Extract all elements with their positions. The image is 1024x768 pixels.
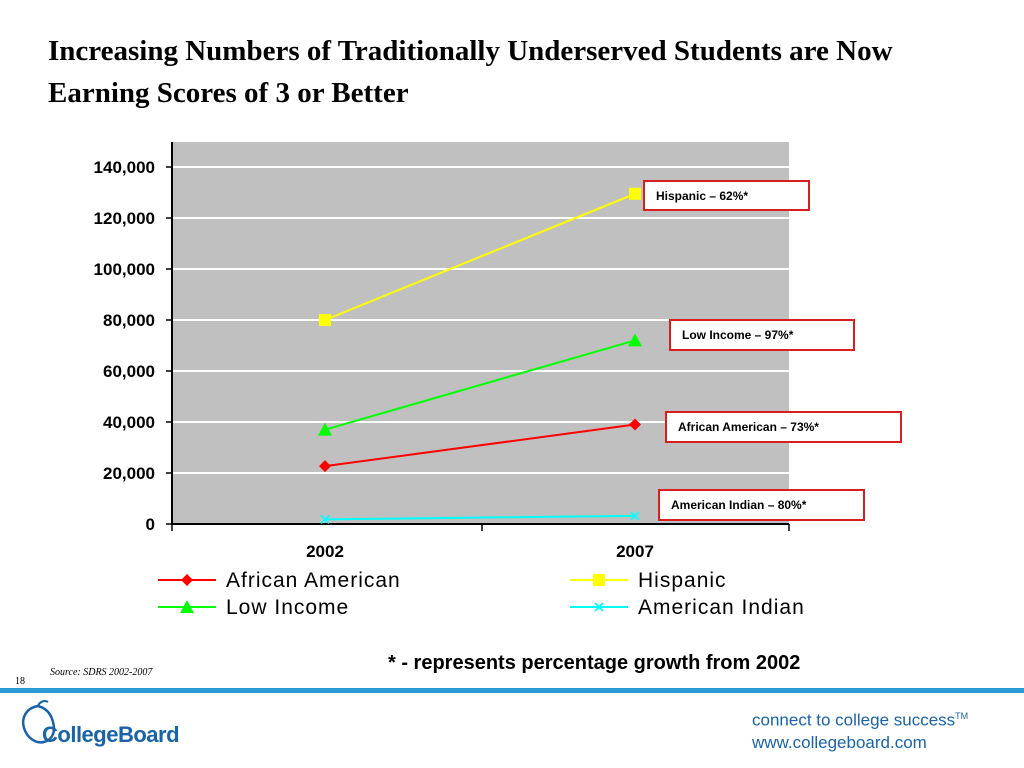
website-url[interactable]: www.collegeboard.com	[752, 732, 927, 752]
footer-rule	[0, 688, 1024, 693]
data-point-square	[319, 314, 331, 326]
data-point-x	[594, 602, 604, 612]
callouts: Hispanic – 62%* Low Income – 97%* African …	[643, 180, 902, 521]
callout-label: American Indian – 80%*	[671, 498, 807, 512]
x-axis-ticks: 2002 2007	[171, 524, 790, 561]
series-lines	[324, 192, 636, 521]
logo-text: CollegeBoard	[42, 722, 180, 747]
trademark-mark: TM	[955, 711, 969, 721]
page-number: 18	[15, 676, 25, 687]
y-tick-label: 20,000	[103, 464, 155, 483]
tagline-text: connect to college success	[752, 710, 956, 730]
acorn-logo-icon	[21, 700, 56, 744]
callout-box: Low Income – 97%*	[669, 319, 855, 351]
series-markers	[318, 187, 642, 525]
callout-box: African American – 73%*	[665, 411, 902, 443]
callout-label: Hispanic – 62%*	[656, 189, 748, 203]
legend-label: African American	[226, 569, 401, 592]
data-point-x	[320, 514, 330, 525]
series-line	[324, 423, 636, 468]
footnote: * - represents percentage growth from 20…	[388, 652, 801, 674]
y-tick-label: 120,000	[94, 209, 155, 228]
callout-label: Low Income – 97%*	[682, 328, 794, 342]
legend-item: American Indian	[570, 596, 805, 619]
legend-label: Low Income	[226, 596, 349, 619]
data-point-diamond	[629, 418, 641, 431]
legend-item: Hispanic	[570, 569, 727, 592]
data-point-x	[630, 511, 640, 521]
data-point-triangle	[180, 600, 194, 613]
axes	[171, 142, 789, 525]
callout-label: African American – 73%*	[678, 420, 819, 434]
series-line	[324, 192, 636, 321]
legend-item: African American	[158, 569, 401, 592]
y-tick-label: 100,000	[94, 260, 155, 279]
legend-item: Low Income	[158, 596, 349, 619]
legend: African American Hispanic Low Income Americ…	[158, 569, 805, 619]
series-line	[324, 514, 636, 521]
data-point-triangle	[628, 333, 642, 347]
y-tick-label: 80,000	[103, 311, 155, 330]
data-point-diamond	[181, 574, 193, 586]
legend-label: Hispanic	[638, 569, 727, 592]
series-line	[324, 339, 636, 431]
tagline: connect to college successTM www.college…	[752, 705, 968, 754]
y-tick-label: 0	[146, 515, 155, 534]
y-tick-label: 60,000	[103, 362, 155, 381]
x-tick-label: 2002	[306, 542, 344, 561]
data-point-square	[629, 187, 641, 200]
data-point-triangle	[318, 422, 332, 436]
slide-title: Increasing Numbers of Traditionally Unde…	[48, 35, 893, 109]
line-chart: 0 20,000 40,000 60,000 80,000 100,000 120,000 1…	[94, 142, 902, 619]
legend-label: American Indian	[638, 596, 805, 619]
callout-box: American Indian – 80%*	[658, 489, 865, 521]
callout-box: Hispanic – 62%*	[643, 180, 810, 211]
x-tick-label: 2007	[616, 542, 654, 561]
y-tick-label: 140,000	[94, 158, 155, 177]
data-point-square	[593, 574, 605, 586]
data-point-diamond	[319, 460, 331, 473]
y-tick-label: 40,000	[103, 413, 155, 432]
y-axis-ticks: 0 20,000 40,000 60,000 80,000 100,000 120,000 1…	[94, 158, 172, 534]
source-note: Source: SDRS 2002-2007	[50, 667, 153, 678]
